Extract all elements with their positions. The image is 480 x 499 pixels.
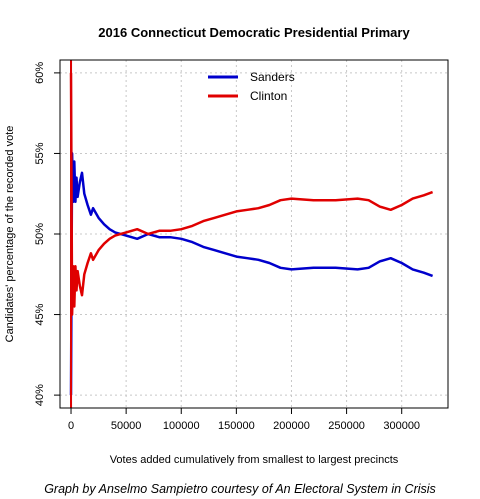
x-axis: 0 50000 100000 150000 200000 250000 300000 bbox=[68, 408, 420, 432]
chart-title: 2016 Connecticut Democratic Presidential… bbox=[98, 25, 410, 40]
x-tick-label: 0 bbox=[68, 420, 74, 432]
x-tick-label: 50000 bbox=[111, 420, 142, 432]
y-axis-label: Candidates' percentage of the recorded v… bbox=[4, 126, 16, 343]
y-tick-label: 60% bbox=[34, 62, 46, 84]
x-axis-label: Votes added cumulatively from smallest t… bbox=[110, 454, 399, 466]
y-tick-label: 45% bbox=[34, 303, 46, 325]
x-tick-label: 150000 bbox=[218, 420, 255, 432]
series-layer bbox=[69, 60, 434, 408]
y-tick-label: 40% bbox=[34, 384, 46, 406]
x-tick-label: 100000 bbox=[163, 420, 200, 432]
legend: Sanders Clinton bbox=[208, 70, 295, 103]
legend-label-sanders: Sanders bbox=[250, 70, 295, 84]
series-line-clinton bbox=[69, 72, 434, 316]
series-line-sanders bbox=[69, 152, 434, 396]
legend-label-clinton: Clinton bbox=[250, 89, 287, 103]
x-tick-label: 250000 bbox=[328, 420, 365, 432]
y-tick-label: 50% bbox=[34, 223, 46, 245]
x-tick-label: 200000 bbox=[273, 420, 310, 432]
y-tick-label: 55% bbox=[34, 142, 46, 164]
figure-caption: Graph by Anselmo Sampietro courtesy of A… bbox=[44, 482, 436, 496]
x-tick-label: 300000 bbox=[383, 420, 420, 432]
y-axis: 40% 45% 50% 55% 60% bbox=[34, 62, 60, 406]
